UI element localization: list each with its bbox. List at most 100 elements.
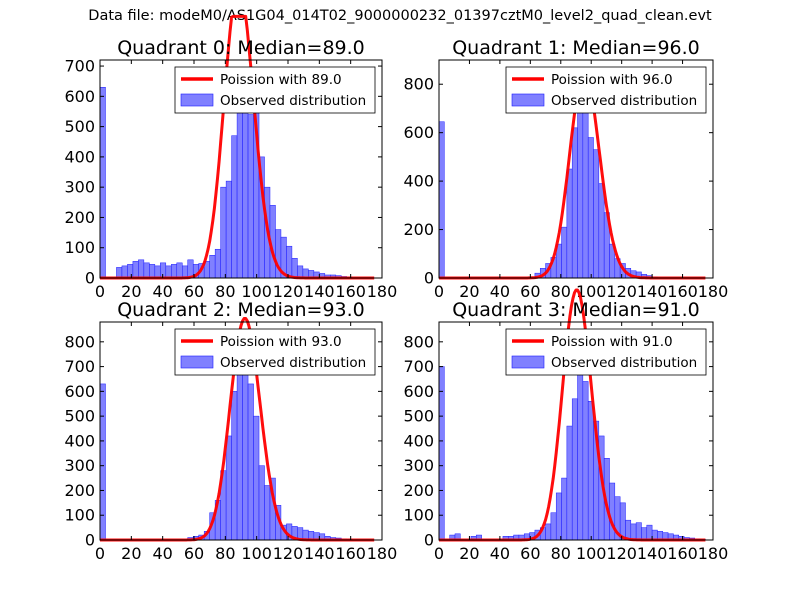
histogram-bar [577, 96, 584, 279]
histogram-bar [582, 381, 589, 541]
x-tick-label: 80 [551, 544, 571, 563]
histogram-bar [550, 512, 557, 541]
x-tick-label: 20 [459, 544, 479, 563]
x-tick-label: 100 [241, 282, 272, 301]
histogram-bar [209, 255, 216, 279]
histogram-bar [154, 265, 161, 279]
y-tick-label: 100 [64, 238, 95, 257]
histogram-bar [587, 137, 594, 279]
y-tick-label: 300 [64, 178, 95, 197]
y-tick-label: 400 [403, 431, 434, 450]
y-tick-label: 400 [64, 147, 95, 166]
x-tick-label: 140 [304, 544, 335, 563]
y-tick-label: 200 [403, 220, 434, 239]
x-tick-label: 40 [152, 282, 172, 301]
histogram-bar [225, 180, 232, 279]
x-tick-label: 160 [667, 544, 698, 563]
legend-bar-swatch [511, 355, 545, 369]
legend-label-poisson: Poission with 96.0 [551, 72, 673, 88]
y-tick-label: 300 [403, 456, 434, 475]
legend-label-observed: Observed distribution [551, 93, 697, 109]
x-tick-label: 140 [637, 282, 668, 301]
chart-title: Quadrant 2: Median=93.0 [117, 299, 365, 321]
histogram-bar [99, 87, 106, 279]
x-tick-label: 180 [698, 282, 729, 301]
y-tick-label: 800 [403, 332, 434, 351]
legend-label-poisson: Poission with 89.0 [220, 72, 342, 88]
histogram-bar [247, 383, 254, 541]
histogram-bar [220, 186, 227, 279]
legend-bar-swatch [180, 93, 214, 107]
y-tick-label: 200 [403, 481, 434, 500]
histogram-bar [635, 522, 642, 541]
histogram-bar [231, 135, 238, 279]
x-tick-label: 60 [184, 544, 204, 563]
histogram-bar [231, 391, 238, 541]
y-tick-label: 500 [64, 117, 95, 136]
legend-bar-swatch [511, 93, 545, 107]
x-tick-label: 60 [520, 282, 540, 301]
histogram-bar [561, 477, 568, 541]
x-tick-label: 20 [121, 282, 141, 301]
histogram-bar [566, 425, 573, 541]
x-tick-label: 40 [152, 544, 172, 563]
legend-label-poisson: Poission with 93.0 [220, 334, 342, 350]
axes-frame [99, 321, 383, 541]
x-tick-label: 80 [215, 282, 235, 301]
histogram-bar [286, 245, 293, 279]
histogram-bar [138, 259, 145, 279]
x-tick-label: 100 [241, 544, 272, 563]
y-tick-label: 600 [64, 87, 95, 106]
histogram-bar [646, 524, 653, 541]
x-tick-label: 100 [576, 282, 607, 301]
legend-bar-swatch [180, 355, 214, 369]
histogram-bar [149, 264, 156, 279]
x-tick-label: 160 [335, 282, 366, 301]
chart-panel-0: 0 20 40 60 80 100 120 140 160 1800100200300400500… [64, 14, 397, 301]
x-tick-label: 60 [184, 282, 204, 301]
histogram-bar [165, 265, 172, 279]
y-tick-label: 500 [64, 407, 95, 426]
y-tick-label: 0 [85, 269, 95, 288]
y-tick-label: 300 [64, 456, 95, 475]
histogram-bar [171, 264, 178, 279]
chart-title: Quadrant 0: Median=89.0 [117, 37, 365, 59]
histogram-bar [609, 482, 616, 541]
y-tick-label: 0 [424, 269, 434, 288]
y-tick-label: 500 [403, 407, 434, 426]
x-tick-label: 60 [520, 544, 540, 563]
y-tick-label: 0 [85, 531, 95, 550]
histogram-bar [545, 523, 552, 541]
x-tick-label: 140 [304, 282, 335, 301]
x-tick-label: 180 [367, 544, 398, 563]
histogram-bar [593, 149, 600, 279]
histogram-bar [176, 262, 183, 279]
histogram-bar [297, 265, 304, 279]
histogram-bar [571, 398, 578, 541]
x-tick-label: 0 [434, 544, 444, 563]
y-tick-label: 400 [403, 172, 434, 191]
histogram-bar [116, 267, 123, 279]
x-tick-label: 180 [698, 544, 729, 563]
histogram-bar [630, 523, 637, 541]
x-tick-label: 80 [551, 282, 571, 301]
histogram-bar [555, 492, 562, 541]
y-tick-label: 600 [403, 123, 434, 142]
y-tick-label: 400 [64, 431, 95, 450]
histogram-bar [247, 114, 254, 279]
histogram-bar [438, 366, 445, 541]
y-tick-label: 700 [403, 357, 434, 376]
y-tick-label: 600 [403, 382, 434, 401]
axes-frame [438, 321, 714, 541]
histogram-bar [253, 415, 260, 541]
chart-title: Quadrant 3: Median=91.0 [452, 299, 700, 321]
histogram-bar [566, 168, 573, 279]
histogram-bar [625, 519, 632, 541]
chart-panel-2: 0 20 40 60 80 100 120 140 160 1800100200300400500… [64, 299, 397, 563]
chart-panel-1: 0 20 40 60 80 100 120 140 160 180 0 200 400 600 800 Qua… [403, 37, 728, 301]
histogram-bar [264, 485, 271, 541]
y-tick-label: 600 [64, 382, 95, 401]
histogram-bar [187, 259, 194, 279]
x-tick-label: 120 [273, 282, 304, 301]
histogram-bar [438, 121, 445, 279]
